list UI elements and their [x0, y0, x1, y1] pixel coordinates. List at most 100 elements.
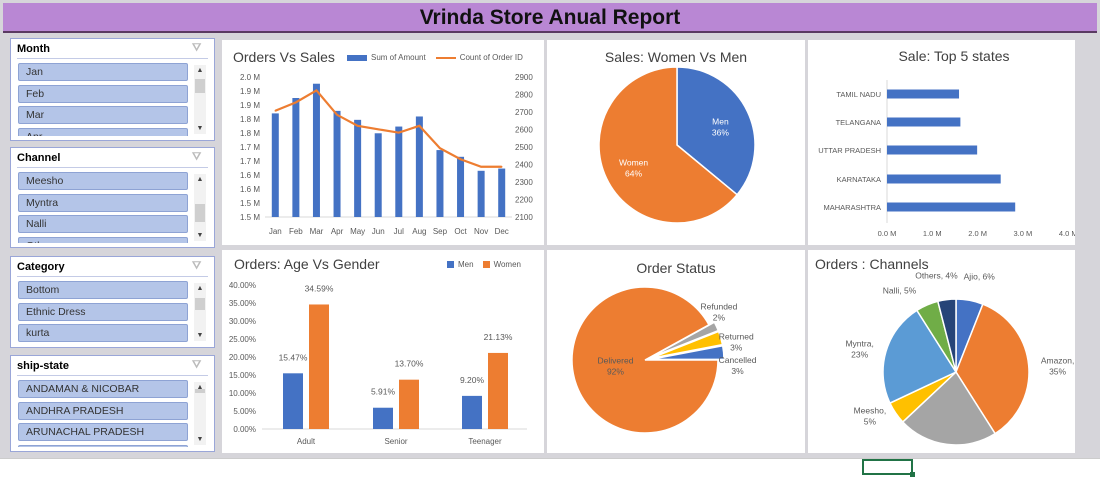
line-point [377, 128, 380, 131]
y2-tick-label: 2900 [515, 73, 533, 82]
x-tick-label: Jan [269, 227, 282, 236]
sheet-row[interactable] [0, 458, 1100, 483]
bar-sum-of-amount [457, 156, 465, 217]
y-tick-label: UTTAR PRADESH [818, 146, 881, 155]
clear-filter-icon[interactable]: ⛛ [192, 359, 202, 371]
scroll-up-icon[interactable]: ▲ [196, 176, 204, 183]
chart-canvas: 0.00% 5.00% 10.00% 15.00% 20.00% 25.00% 30.00%… [229, 281, 527, 446]
data-label: Nalli, 5% [883, 286, 917, 296]
pie-slice-men [676, 66, 756, 196]
x-tick-label: 2.0 M [968, 229, 987, 238]
bar-sum-of-amount [415, 116, 423, 217]
x-tick-label: 0.0 M [878, 229, 897, 238]
slicer-item[interactable]: Apr [18, 127, 188, 136]
chart-canvas: Ajio, 6%Amazon,35%Flipkart,22%Meesho,5%M… [845, 271, 1074, 453]
slicer-channel[interactable]: Channel⛛ MeeshoMyntraNalliOthers ▲▼ [10, 147, 215, 248]
scrollbar[interactable]: ▲ ▼ [194, 283, 206, 341]
data-label: 64% [625, 168, 642, 178]
bar-sum-of-amount [354, 119, 362, 217]
scroll-up-icon[interactable]: ▲ [196, 384, 204, 391]
chart-title: Order Status [636, 260, 716, 276]
bar-sum-of-amount [477, 170, 485, 217]
age-vs-gender-chart[interactable]: 0.00% 5.00% 10.00% 15.00% 20.00% 25.00% 30.00%… [222, 250, 544, 453]
slicer-item[interactable]: Jan [18, 63, 188, 81]
scroll-thumb[interactable] [195, 79, 205, 93]
x-tick-label: Nov [474, 227, 488, 236]
data-label: Meesho, [854, 406, 887, 416]
scrollbar[interactable]: ▲ ▼ [194, 65, 206, 134]
y-tick-label: 2.0 M [240, 73, 260, 82]
legend-swatch-women [482, 261, 490, 268]
x-tick-label: Apr [331, 227, 344, 236]
chart-title: Sales: Women Vs Men [604, 49, 748, 65]
bar-sum-of-amount [498, 168, 506, 217]
bar-state [887, 174, 1001, 184]
slicer-item[interactable]: Nalli [18, 215, 188, 233]
y2-tick-label: 2800 [515, 91, 533, 100]
pie-slice-returned [650, 330, 724, 360]
scroll-thumb[interactable] [195, 204, 205, 222]
sales-women-vs-men-chart[interactable]: Men 36% Women 64% Sales: Women Vs Men [547, 40, 805, 245]
y-tick-label: 1.9 M [240, 87, 260, 96]
pie-slice-delivered [571, 286, 719, 434]
scroll-up-icon[interactable]: ▲ [196, 67, 204, 74]
slicer-ship-state[interactable]: ship-state ⛛ ANDAMAN & NICOBAR ANDHRA PRAD… [10, 355, 215, 452]
clear-filter-icon[interactable]: ⛛ [192, 151, 202, 163]
chart-title: Orders: Age Vs Gender [234, 256, 380, 272]
slicer-item[interactable]: ARUNACHAL PRADESH [18, 423, 188, 441]
slicer-item[interactable]: Meesho [18, 172, 188, 190]
y-tick-label: 1.7 M [240, 143, 260, 152]
scroll-down-icon[interactable]: ▼ [196, 125, 204, 132]
scrollbar[interactable]: ▲ ▼ [194, 174, 206, 241]
scroll-down-icon[interactable]: ▼ [196, 436, 204, 443]
x-tick-label: Aug [412, 227, 426, 236]
y-tick-label: 1.8 M [240, 115, 260, 124]
scroll-thumb[interactable] [195, 389, 205, 393]
scroll-down-icon[interactable]: ▼ [196, 232, 204, 239]
slicer-item[interactable]: Mar [18, 106, 188, 124]
slicer-item[interactable]: ANDAMAN & NICOBAR [18, 380, 188, 398]
x-tick-label: Jun [372, 227, 385, 236]
slicer-item[interactable]: Bottom [18, 281, 188, 299]
line-point [418, 125, 421, 127]
x-tick-label: 4.0 M [1059, 229, 1075, 238]
data-label: Flipkart, [921, 451, 951, 453]
y2-tick-label: 2300 [515, 178, 533, 187]
data-label: 92% [607, 367, 624, 377]
y-tick-label: TAMIL NADU [836, 90, 881, 99]
clear-filter-icon[interactable]: ⛛ [192, 42, 202, 54]
bar-men [373, 407, 393, 429]
dashboard-title: Vrinda Store Anual Report [3, 3, 1097, 33]
bar-sum-of-amount [395, 126, 403, 217]
slicer-item[interactable]: Others [18, 236, 188, 243]
order-status-chart[interactable]: Cancelled 3% Returned 3% Refunded 2% Delivered… [547, 250, 805, 453]
scrollbar[interactable]: ▲ ▼ [194, 382, 206, 445]
data-label: 13.70% [395, 359, 424, 369]
slicer-item[interactable]: Ethnic Dress [18, 302, 188, 321]
slicer-item[interactable]: Myntra [18, 193, 188, 212]
slicer-title: Month [17, 43, 50, 55]
data-label: 5% [864, 417, 877, 427]
orders-vs-sales-chart[interactable]: 2.0 M 1.9 M 1.9 M 1.8 M 1.8 M 1.7 M 1.7 M 1.6 M… [222, 40, 544, 245]
orders-channels-chart[interactable]: Ajio, 6%Amazon,35%Flipkart,22%Meesho,5%M… [808, 250, 1075, 453]
slicer-category[interactable]: Category ⛛ Bottom Ethnic Dress kurta ▲ ▼ [10, 256, 215, 348]
pie-slice-amazon [955, 303, 1030, 435]
bar-state [887, 202, 1016, 212]
scroll-thumb[interactable] [195, 298, 205, 310]
slicer-item[interactable]: ANDHRA PRADESH [18, 401, 188, 420]
slicer-item[interactable]: Feb [18, 84, 188, 103]
slicer-item[interactable]: kurta [18, 324, 188, 342]
slicer-item[interactable] [18, 444, 188, 447]
selected-cell[interactable] [862, 459, 915, 477]
x-tick-label: Jul [394, 227, 404, 236]
bar-sum-of-amount [271, 113, 279, 217]
slicer-title: Category [17, 261, 65, 273]
x-tick-label: 3.0 M [1014, 229, 1033, 238]
scroll-down-icon[interactable]: ▼ [196, 332, 204, 339]
scroll-up-icon[interactable]: ▲ [196, 285, 204, 292]
top-5-states-chart[interactable]: TAMIL NADU TELANGANA UTTAR PRADESH KARNATAK… [808, 40, 1075, 245]
y-tick-label: KARNATAKA [837, 175, 881, 184]
data-label: 23% [851, 349, 868, 359]
clear-filter-icon[interactable]: ⛛ [192, 260, 202, 272]
